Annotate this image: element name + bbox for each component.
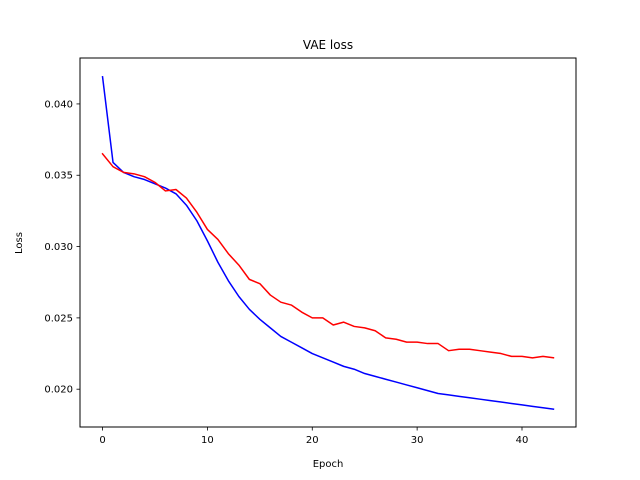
x-tick-label: 30 [411, 435, 424, 446]
x-tick-label: 10 [201, 435, 214, 446]
x-axis-ticks: 0 10 20 30 40 [99, 427, 528, 446]
plot-frame [79, 57, 577, 428]
y-tick-label: 0.030 [44, 242, 73, 253]
x-tick-label: 40 [516, 435, 529, 446]
y-tick-label: 0.020 [44, 385, 73, 396]
y-axis-ticks: 0.020 0.025 0.030 0.035 0.040 [44, 99, 80, 396]
y-axis-label: Loss [14, 232, 25, 254]
x-tick-label: 0 [99, 435, 105, 446]
series-line-2 [101, 152, 555, 359]
x-axis-label: Epoch [313, 459, 344, 470]
series-line-1 [101, 75, 555, 411]
y-tick-label: 0.035 [44, 171, 73, 182]
series-layer [101, 75, 555, 411]
chart-title: VAE loss [303, 38, 353, 52]
y-tick-label: 0.040 [44, 99, 73, 110]
x-tick-label: 20 [306, 435, 319, 446]
y-tick-label: 0.025 [44, 313, 73, 324]
